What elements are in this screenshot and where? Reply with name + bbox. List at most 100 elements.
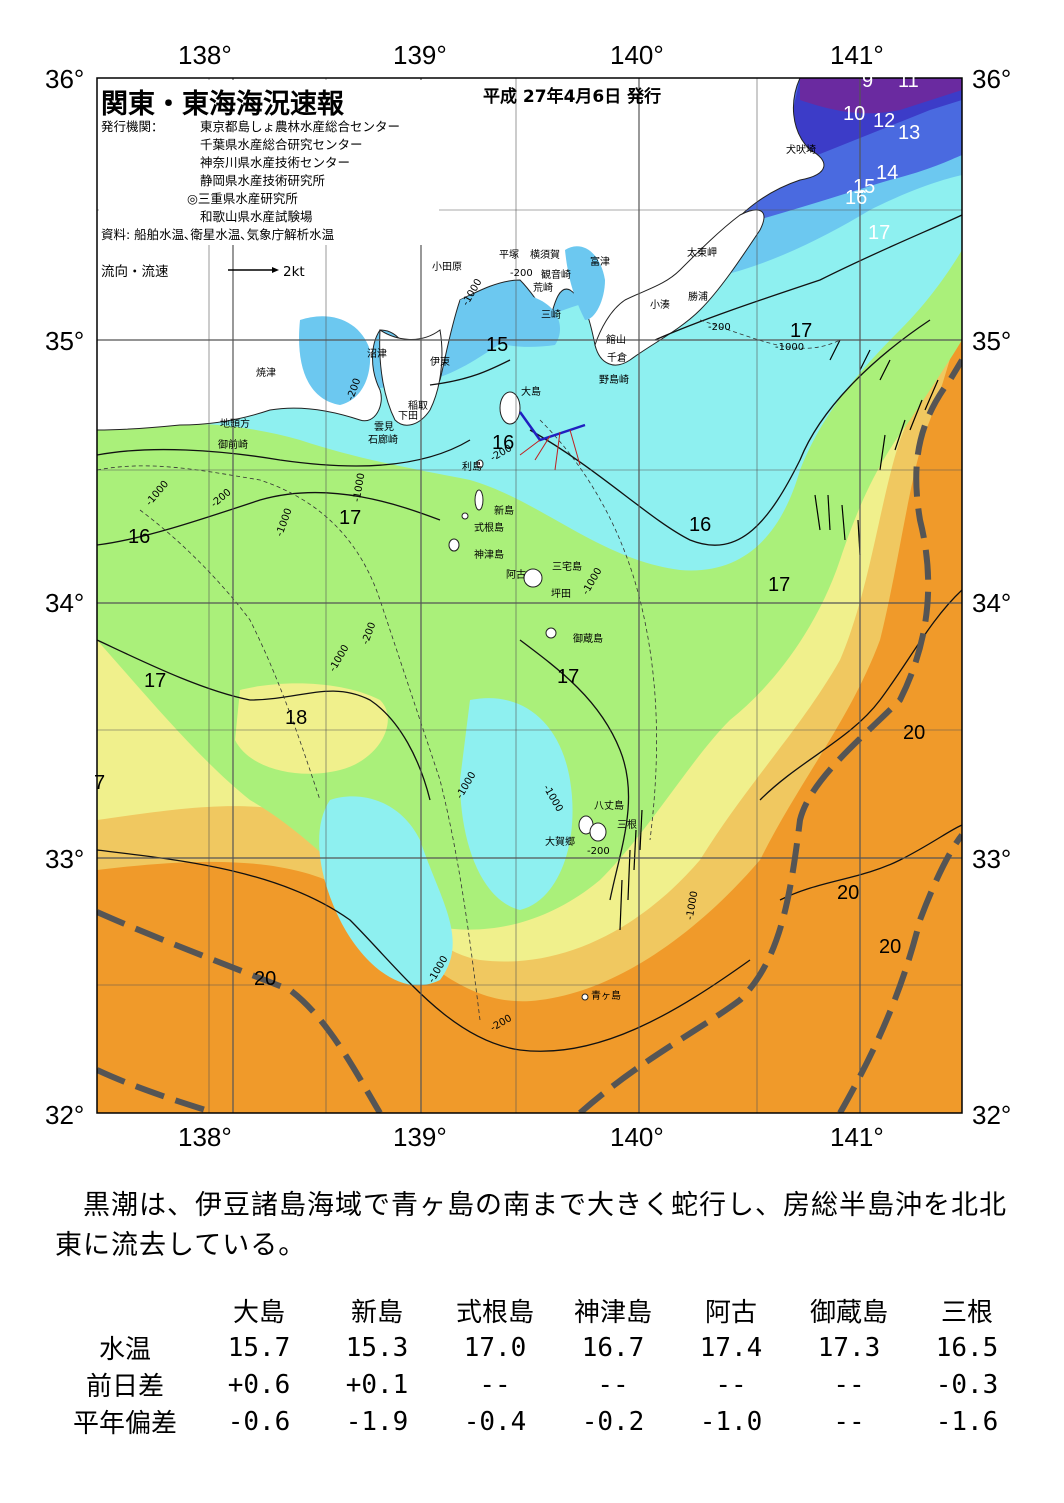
table-cell: -- <box>833 1406 865 1437</box>
column-header: 神津島 <box>573 1298 652 1328</box>
lat-label-34-right: 34° <box>972 588 1012 618</box>
island-hachijojima-e <box>589 822 607 842</box>
table-cell: 15.3 <box>345 1332 409 1363</box>
table-cell: -1.6 <box>935 1406 999 1437</box>
place-label: 小田原 <box>432 262 462 273</box>
lon-label-141: 141° <box>830 40 884 70</box>
lat-label-33-right: 33° <box>972 844 1012 874</box>
place-label: 観音崎 <box>541 270 571 281</box>
table-cell: -0.4 <box>463 1406 527 1437</box>
lon-label-141-bottom: 141° <box>830 1122 884 1152</box>
island-aogashima <box>581 993 589 1001</box>
table-header-row: 大島 新島 式根島 神津島 阿古 御蔵島 三根 <box>50 1292 1026 1329</box>
isotherm-label: 14 <box>876 162 899 184</box>
depth-label: -200 <box>510 268 533 279</box>
place-label: 大島 <box>521 387 541 398</box>
island-miyakejima <box>523 568 543 588</box>
row-label: 平年偏差 <box>72 1409 177 1439</box>
temp-zone-18-west <box>235 683 388 774</box>
isotherm-label: 17 <box>768 574 791 596</box>
place-label: 式根島 <box>474 523 504 534</box>
place-label: 伊東 <box>430 357 450 368</box>
isotherm-label: 17 <box>144 670 167 692</box>
isotherm-label: 18 <box>285 707 308 729</box>
isotherm-label: 9 <box>862 70 874 92</box>
flow-vectors-black <box>619 339 939 931</box>
table-cell: +0.1 <box>345 1369 409 1400</box>
temp-zone-17-mid <box>97 470 550 595</box>
place-label: 下田 <box>398 411 418 422</box>
isotherm-label: 11 <box>898 70 919 92</box>
column-header: 式根島 <box>455 1298 534 1328</box>
map-canvas <box>96 77 963 1114</box>
isotherm-label: 16 <box>689 514 712 536</box>
isotherm-lines <box>97 214 962 1052</box>
table-cell: -- <box>833 1369 865 1400</box>
lat-label-35-left: 35° <box>45 326 85 356</box>
table-cell: 16.5 <box>935 1332 999 1363</box>
land-boso-peninsula <box>594 209 765 366</box>
map-frame <box>96 77 963 1114</box>
temp-zone-16-south-a <box>319 796 453 986</box>
isotherm-label: 12 <box>873 110 896 132</box>
place-label: 稲取 <box>408 401 428 412</box>
isotherm-label: 17 <box>790 320 813 342</box>
lat-label-32-left: 32° <box>45 1100 85 1130</box>
column-header: 御蔵島 <box>809 1298 888 1328</box>
data-source: 資料: 船舶水温､衛星水温､気象庁解析水温 <box>101 227 335 242</box>
island-shikinejima <box>461 512 469 520</box>
table-cell: -0.3 <box>935 1369 999 1400</box>
place-label: 沼津 <box>367 349 387 360</box>
isotherm-label: 20 <box>903 722 926 744</box>
table-cell: 15.7 <box>227 1332 291 1363</box>
place-label: 勝浦 <box>688 292 708 303</box>
kuroshio-axis <box>97 358 962 1113</box>
isotherm-label: 16 <box>492 432 515 454</box>
place-label: 小湊 <box>650 300 670 311</box>
place-label: 阿古 <box>506 570 526 581</box>
island-kozushima <box>448 538 460 552</box>
place-label: 三崎 <box>541 310 561 321</box>
flow-vectors-red <box>519 429 581 471</box>
depth-label: -200 <box>708 322 731 333</box>
place-label: 三宅島 <box>552 562 582 573</box>
table-cell: -1.0 <box>699 1406 763 1437</box>
place-label: 神津島 <box>474 550 504 561</box>
place-label: 大賀郷 <box>545 837 575 848</box>
column-header: 大島 <box>232 1298 285 1328</box>
place-label: 御前崎 <box>218 440 248 451</box>
isotherm-label: 16 <box>128 526 151 548</box>
lat-label-34-left: 34° <box>45 588 85 618</box>
island-niijima <box>474 489 484 511</box>
place-label: 犬吠埼 <box>786 145 816 156</box>
column-header: 三根 <box>940 1298 993 1328</box>
place-label: 平塚 <box>499 250 519 261</box>
observation-table: 大島 新島 式根島 神津島 阿古 御蔵島 三根 水温 15.7 15.3 17.… <box>50 1292 1026 1440</box>
table-cell: -0.6 <box>227 1406 291 1437</box>
table-cell: -- <box>479 1369 511 1400</box>
lon-label-140-bottom: 140° <box>610 1122 664 1152</box>
place-label: 太東岬 <box>687 248 717 259</box>
table-row: 水温 15.7 15.3 17.0 16.7 17.4 17.3 16.5 <box>50 1329 1026 1366</box>
sagami-bay <box>460 290 560 347</box>
suruga-bay <box>299 316 371 405</box>
table-cell: -1.9 <box>345 1406 409 1437</box>
lat-label-33-left: 33° <box>45 844 85 874</box>
isotherm-label: 10 <box>843 103 866 125</box>
isotherm-label: 17 <box>557 666 580 688</box>
isotherm-label: 15 <box>486 334 509 356</box>
place-label: 千倉 <box>607 353 627 364</box>
legend-backdrop <box>99 80 439 245</box>
table-cell: 16.7 <box>581 1332 645 1363</box>
tokyo-bay <box>565 246 605 320</box>
place-label: 御蔵島 <box>573 634 603 645</box>
table-cell: -- <box>597 1369 629 1400</box>
isotherm-label: 16 <box>845 187 868 209</box>
place-label: 利島 <box>462 462 482 473</box>
island-mikurajima <box>545 627 557 639</box>
place-label: 荒崎 <box>533 283 553 294</box>
table-cell: 17.0 <box>463 1332 527 1363</box>
table-cell: 17.3 <box>817 1332 881 1363</box>
flow-legend-label: 流向・流速 <box>101 264 169 280</box>
issuer-2: 千葉県水産総合研究センター <box>200 137 363 152</box>
